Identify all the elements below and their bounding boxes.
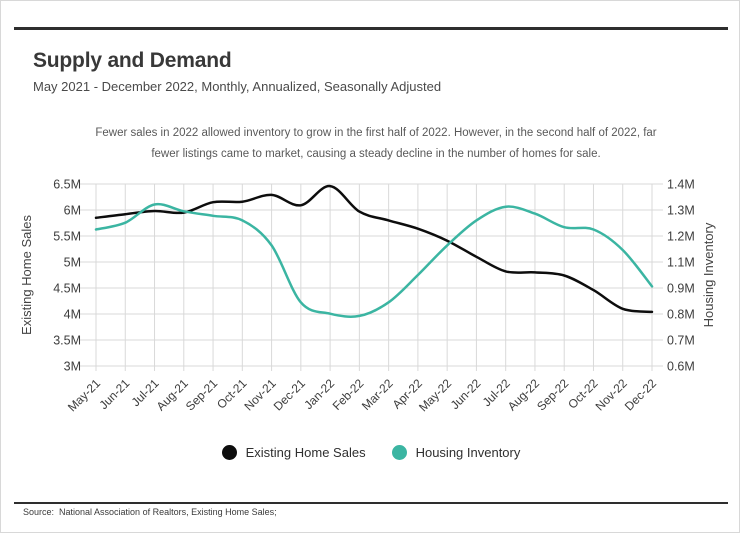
series-line-left [94, 184, 654, 314]
description-line-2: fewer listings came to market, causing a… [151, 148, 601, 161]
right-axis-tick-label: 1.3M [667, 204, 695, 218]
description-line-1: Fewer sales in 2022 allowed inventory to… [95, 127, 657, 139]
chart-description: Fewer sales in 2022 allowed inventory to… [61, 123, 691, 166]
chart-canvas: 6.5M 1.4M 6M 1.3M 5.5M 1.2M 5M 1.1M 4.5M 0.9M 4M 0.… [19, 178, 716, 415]
x-axis-tick-label: Mar-22 [359, 376, 396, 413]
left-axis-tick-label: 6M [64, 204, 81, 218]
legend-item-housing-inventory: Housing Inventory [391, 445, 521, 460]
x-axis-tick-label: Feb-22 [330, 376, 367, 413]
right-axis-tick-label: 1.1M [667, 256, 695, 270]
gridlines [79, 183, 663, 371]
series-line-right [94, 202, 654, 318]
source-line-1: Source: National Association of Realtors… [23, 507, 277, 518]
x-axis-tick-label: Dec-21 [271, 376, 308, 413]
top-divider [14, 27, 728, 30]
left-axis-tick-label: 3.5M [53, 334, 81, 348]
chart-legend: Existing Home Sales Housing Inventory [1, 445, 740, 460]
left-axis-tick-label: 4M [64, 308, 81, 322]
left-axis-tick-label: 6.5M [53, 178, 81, 192]
chart-area: 6.5M 1.4M 6M 1.3M 5.5M 1.2M 5M 1.1M 4.5M 0.9M 4M 0.… [1, 164, 740, 422]
left-axis-tick-label: 5.5M [53, 230, 81, 244]
left-axis-tick-label: 4.5M [53, 282, 81, 296]
x-axis-tick-label: Nov-22 [593, 376, 630, 413]
left-axis-tick-label: 3M [64, 360, 81, 374]
right-axis-tick-label: 1.2M [667, 230, 695, 244]
legend-dot-existing-home-sales-icon [221, 445, 237, 460]
legend-label-existing-home-sales: Existing Home Sales [245, 445, 366, 460]
right-axis-tick-label: 1.4M [667, 178, 695, 192]
x-axis-tick-label: Sep-22 [534, 376, 571, 413]
left-axis-tick-label: 5M [64, 256, 81, 270]
legend-label-housing-inventory: Housing Inventory [415, 445, 521, 460]
chart-subtitle: May 2021 - December 2022, Monthly, Annua… [33, 79, 442, 94]
x-axis-tick-label: Jun-22 [448, 376, 484, 412]
x-axis-tick-label: May-21 [65, 376, 103, 414]
x-axis-tick-label: May-22 [416, 376, 454, 414]
page-title: Supply and Demand [33, 49, 232, 72]
source-note: Source: National Association of Realtors… [23, 469, 277, 533]
x-axis-tick-label: Aug-21 [154, 376, 191, 413]
x-axis-tick-label: Nov-21 [241, 376, 278, 413]
bottom-divider [14, 502, 728, 504]
x-axis-tick-label: Jun-21 [97, 376, 133, 412]
left-axis-title: Existing Home Sales [19, 215, 34, 335]
right-axis-title: Housing Inventory [701, 222, 716, 327]
legend-dot-housing-inventory-icon [391, 445, 407, 460]
axis-tick-labels: 6.5M 1.4M 6M 1.3M 5.5M 1.2M 5M 1.1M 4.5M 0.9M 4M 0.… [53, 178, 695, 415]
x-axis-tick-label: Dec-22 [622, 376, 659, 413]
right-axis-tick-label: 0.9M [667, 282, 695, 296]
right-axis-tick-label: 0.7M [667, 334, 695, 348]
x-axis-tick-label: Aug-22 [505, 376, 542, 413]
legend-item-existing-home-sales: Existing Home Sales [221, 445, 366, 460]
right-axis-tick-label: 0.8M [667, 308, 695, 322]
right-axis-tick-label: 0.6M [667, 360, 695, 374]
x-axis-tick-label: Sep-21 [183, 376, 220, 413]
